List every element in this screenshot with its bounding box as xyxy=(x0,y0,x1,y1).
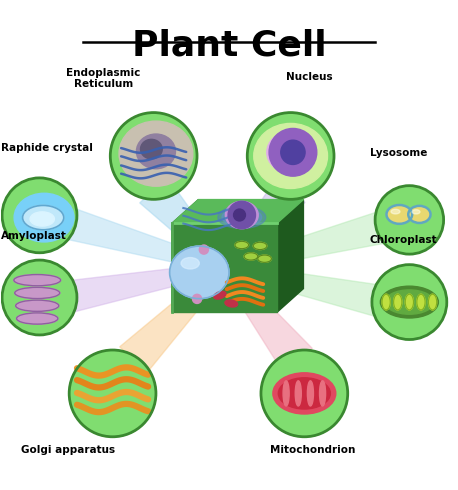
Circle shape xyxy=(269,128,317,176)
Text: Amyloplast: Amyloplast xyxy=(1,231,66,241)
Polygon shape xyxy=(224,263,387,318)
Polygon shape xyxy=(223,211,388,273)
Polygon shape xyxy=(140,177,229,272)
Polygon shape xyxy=(219,264,312,372)
Ellipse shape xyxy=(254,123,327,189)
Circle shape xyxy=(375,186,444,254)
Text: Endoplasmic
Reticulum: Endoplasmic Reticulum xyxy=(66,68,141,89)
Ellipse shape xyxy=(14,274,60,286)
Ellipse shape xyxy=(385,290,434,314)
Circle shape xyxy=(192,294,202,303)
Ellipse shape xyxy=(214,292,226,299)
Polygon shape xyxy=(120,264,229,373)
Polygon shape xyxy=(277,199,304,312)
Ellipse shape xyxy=(417,294,425,310)
Ellipse shape xyxy=(380,286,438,318)
Ellipse shape xyxy=(169,246,229,298)
Polygon shape xyxy=(60,206,226,273)
Ellipse shape xyxy=(283,381,289,406)
Ellipse shape xyxy=(387,205,412,224)
Ellipse shape xyxy=(222,208,262,226)
Polygon shape xyxy=(62,263,225,314)
Text: Mitochondrion: Mitochondrion xyxy=(270,444,355,455)
Ellipse shape xyxy=(15,287,60,298)
Ellipse shape xyxy=(428,294,436,310)
Ellipse shape xyxy=(267,132,315,173)
Circle shape xyxy=(261,350,348,437)
Circle shape xyxy=(69,350,156,437)
Ellipse shape xyxy=(412,210,420,214)
Circle shape xyxy=(247,113,334,199)
Circle shape xyxy=(372,265,447,340)
Ellipse shape xyxy=(391,209,400,214)
Circle shape xyxy=(2,260,77,335)
Text: Chloroplast: Chloroplast xyxy=(370,235,437,245)
Text: Plant Cell: Plant Cell xyxy=(132,28,326,62)
Ellipse shape xyxy=(295,381,301,406)
Ellipse shape xyxy=(22,205,64,230)
Ellipse shape xyxy=(244,253,258,260)
Ellipse shape xyxy=(278,378,330,409)
Ellipse shape xyxy=(218,206,266,228)
Polygon shape xyxy=(172,199,198,312)
Ellipse shape xyxy=(253,242,267,249)
Circle shape xyxy=(281,140,305,165)
Circle shape xyxy=(234,209,245,221)
Ellipse shape xyxy=(14,193,74,242)
Circle shape xyxy=(199,245,208,254)
Ellipse shape xyxy=(119,121,193,186)
Ellipse shape xyxy=(408,206,431,223)
Text: Raphide crystal: Raphide crystal xyxy=(1,143,93,153)
Ellipse shape xyxy=(382,294,390,310)
Ellipse shape xyxy=(16,313,58,324)
Text: Nucleus: Nucleus xyxy=(286,72,333,82)
Ellipse shape xyxy=(258,255,272,262)
Ellipse shape xyxy=(393,294,402,310)
Text: Lysosome: Lysosome xyxy=(370,148,427,158)
Ellipse shape xyxy=(320,381,326,406)
Ellipse shape xyxy=(181,258,199,269)
Circle shape xyxy=(2,178,77,253)
Ellipse shape xyxy=(405,294,414,310)
Ellipse shape xyxy=(235,242,249,248)
Circle shape xyxy=(110,113,197,199)
Ellipse shape xyxy=(30,212,55,226)
Ellipse shape xyxy=(307,381,313,406)
Ellipse shape xyxy=(141,139,162,159)
Ellipse shape xyxy=(16,300,59,311)
Text: Golgi apparatus: Golgi apparatus xyxy=(21,444,115,455)
Polygon shape xyxy=(220,178,305,272)
Ellipse shape xyxy=(225,201,258,229)
Polygon shape xyxy=(172,199,304,223)
Ellipse shape xyxy=(136,134,175,169)
Circle shape xyxy=(228,201,256,229)
Ellipse shape xyxy=(226,210,257,224)
Polygon shape xyxy=(172,223,277,312)
Ellipse shape xyxy=(273,373,336,414)
Ellipse shape xyxy=(225,300,238,307)
